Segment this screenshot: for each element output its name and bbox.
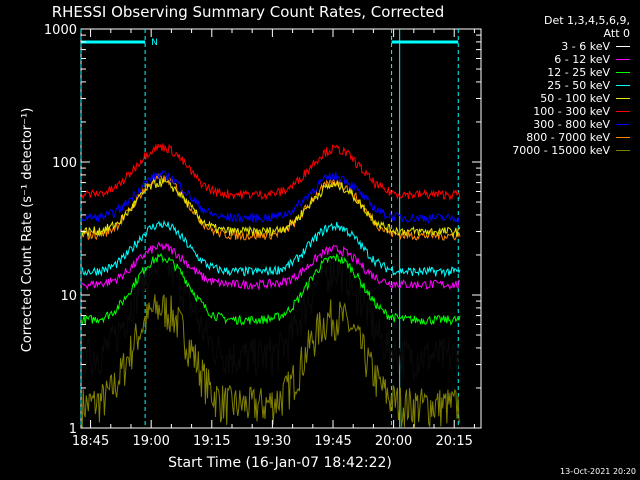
legend-item: 800 - 7000 keV	[470, 131, 630, 144]
series-line	[81, 169, 461, 225]
x-tick-label: 20:00	[375, 434, 412, 449]
series-line	[81, 173, 461, 241]
legend-swatch	[616, 72, 630, 73]
legend-item: 3 - 6 keV	[470, 40, 630, 53]
x-axis-label: Start Time (16-Jan-07 18:42:22)	[168, 455, 392, 471]
legend: Det 1,3,4,5,6,9, Att 0 3 - 6 keV 6 - 12 k…	[480, 14, 640, 157]
legend-item: 300 - 800 keV	[470, 118, 630, 131]
legend-label: 800 - 7000 keV	[526, 131, 610, 144]
chart-title: RHESSI Observing Summary Count Rates, Co…	[52, 3, 445, 21]
legend-label: 6 - 12 keV	[554, 53, 610, 66]
x-tick-label: 19:45	[314, 434, 351, 449]
legend-swatch	[616, 85, 630, 86]
y-axis-label: Corrected Count Rate (s⁻¹ detector⁻¹)	[20, 108, 35, 353]
legend-header-line1: Det 1,3,4,5,6,9,	[543, 14, 630, 27]
y-tick-label: 1	[69, 422, 77, 437]
legend-items: 3 - 6 keV 6 - 12 keV 12 - 25 keV 25 - 50 ke…	[480, 40, 640, 157]
legend-label: 300 - 800 keV	[533, 118, 610, 131]
series-line	[81, 241, 461, 291]
legend-label: 3 - 6 keV	[561, 40, 610, 53]
series-line	[81, 252, 461, 326]
legend-item: 50 - 100 keV	[470, 92, 630, 105]
legend-header-line2: Att 0	[603, 27, 630, 40]
axes: 18:45 19:00 19:15 19:30 19:45 20:00 20:15 1 10 10…	[44, 23, 481, 449]
legend-swatch	[616, 124, 630, 125]
x-tick-label: 18:45	[72, 434, 109, 449]
legend-swatch	[616, 111, 630, 112]
legend-swatch	[616, 98, 630, 99]
plot-frame	[80, 28, 482, 429]
x-tick-label: 19:15	[193, 434, 230, 449]
series-line	[81, 177, 461, 239]
series-line	[81, 219, 461, 279]
legend-swatch	[616, 137, 630, 138]
series-line	[82, 249, 461, 381]
y-tick-label: 100	[52, 156, 77, 171]
series-layer	[81, 143, 461, 429]
legend-item: 100 - 300 keV	[470, 105, 630, 118]
series-line	[81, 294, 461, 429]
legend-item: 7000 - 15000 keV	[470, 144, 630, 157]
legend-label: 12 - 25 keV	[547, 66, 610, 79]
night-markers: N	[80, 29, 459, 428]
legend-swatch	[616, 59, 630, 60]
y-tick-label: 10	[60, 289, 77, 304]
x-tick-label: 19:30	[254, 434, 291, 449]
x-tick-label: 20:15	[435, 434, 472, 449]
x-tick-label: 19:00	[132, 434, 169, 449]
legend-label: 25 - 50 keV	[547, 79, 610, 92]
legend-item: 25 - 50 keV	[470, 79, 630, 92]
legend-label: 50 - 100 keV	[540, 92, 610, 105]
y-tick-label: 1000	[44, 23, 77, 38]
legend-item: 6 - 12 keV	[470, 53, 630, 66]
legend-item: 12 - 25 keV	[470, 66, 630, 79]
legend-swatch	[616, 150, 630, 151]
legend-label: 7000 - 15000 keV	[512, 144, 610, 157]
series-line	[81, 143, 461, 202]
night-label: N	[151, 38, 158, 48]
footer-date: 13-Oct-2021 20:20	[560, 467, 636, 476]
legend-label: 100 - 300 keV	[533, 105, 610, 118]
legend-swatch	[616, 46, 630, 47]
